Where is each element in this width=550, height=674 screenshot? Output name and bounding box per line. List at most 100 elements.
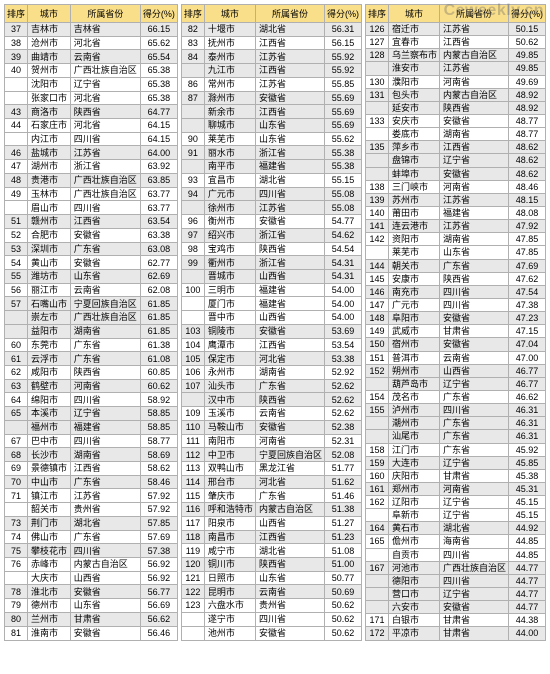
province-cell: 安徽省 (255, 215, 324, 229)
province-cell: 安徽省 (70, 626, 140, 640)
table-row: 87滁州市安徽省55.69 (181, 91, 361, 105)
rank-cell: 130 (365, 75, 388, 88)
rank-cell: 171 (365, 614, 388, 627)
city-cell: 三门峡市 (388, 180, 439, 193)
rank-cell: 96 (181, 215, 204, 229)
rank-cell (181, 64, 204, 78)
table-row: 潮州市广东省46.31 (365, 417, 545, 430)
rank-cell: 161 (365, 482, 388, 495)
province-cell: 辽宁省 (439, 509, 508, 522)
province-cell: 福建省 (439, 206, 508, 219)
province-cell: 安徽省 (70, 256, 140, 270)
table-row: 57石嘴山市宁夏回族自治区61.85 (5, 297, 178, 311)
score-cell: 57.92 (140, 489, 177, 503)
col-city: 城市 (388, 5, 439, 23)
rank-cell: 86 (181, 77, 204, 91)
rank-cell: 165 (365, 535, 388, 548)
score-cell: 44.85 (509, 548, 546, 561)
city-cell: 潍坊市 (28, 269, 71, 283)
rank-cell: 117 (181, 516, 204, 530)
province-cell: 浙江省 (255, 146, 324, 160)
province-cell: 宁夏回族自治区 (255, 448, 324, 462)
city-cell: 蚌埠市 (388, 167, 439, 180)
score-cell: 60.62 (140, 379, 177, 393)
rank-cell: 164 (365, 522, 388, 535)
city-cell: 咸宁市 (204, 544, 255, 558)
city-cell: 六盘水市 (204, 599, 255, 613)
city-cell: 攀枝花市 (28, 544, 71, 558)
score-cell: 47.15 (509, 325, 546, 338)
province-cell: 江西省 (255, 530, 324, 544)
province-cell: 广东省 (70, 242, 140, 256)
city-cell: 盘锦市 (388, 154, 439, 167)
city-cell: 聊城市 (204, 119, 255, 133)
score-cell: 58.77 (140, 434, 177, 448)
province-cell: 贵州省 (70, 503, 140, 517)
city-cell: 营口市 (388, 588, 439, 601)
score-cell: 48.77 (509, 128, 546, 141)
province-cell: 四川省 (439, 548, 508, 561)
score-cell: 58.62 (140, 462, 177, 476)
city-cell: 淮北市 (28, 585, 71, 599)
table-row: 100三明市福建省54.00 (181, 283, 361, 297)
score-cell: 53.38 (324, 352, 361, 366)
rank-cell: 61 (5, 352, 28, 366)
province-cell: 安徽省 (255, 420, 324, 434)
province-cell: 辽宁省 (439, 496, 508, 509)
province-cell: 甘肃省 (439, 325, 508, 338)
table-row: 144朝关市广东省47.69 (365, 259, 545, 272)
table-row: 福州市福建省58.85 (5, 420, 178, 434)
province-cell: 江苏省 (439, 193, 508, 206)
score-cell: 56.15 (324, 36, 361, 50)
rank-cell: 81 (5, 626, 28, 640)
city-cell: 宜春市 (388, 36, 439, 49)
province-cell: 河北省 (70, 119, 140, 133)
province-cell: 江西省 (255, 64, 324, 78)
province-cell: 河北省 (70, 91, 140, 105)
score-cell: 48.62 (509, 167, 546, 180)
table-row: 130濮阳市河南省49.69 (365, 75, 545, 88)
city-cell: 资阳市 (388, 233, 439, 246)
col-rank: 排序 (5, 5, 28, 23)
table-row: 莱芜市山东省47.85 (365, 246, 545, 259)
rank-cell (181, 201, 204, 215)
table-row: 86常州市江苏省55.85 (181, 77, 361, 91)
table-row: 165儋州市海南省44.85 (365, 535, 545, 548)
table-row: 沈阳市辽宁省65.38 (5, 77, 178, 91)
rank-cell: 94 (181, 187, 204, 201)
table-row: 延安市陕西省48.92 (365, 101, 545, 114)
score-cell: 58.85 (140, 407, 177, 421)
city-cell: 武威市 (388, 325, 439, 338)
rank-cell: 80 (5, 612, 28, 626)
table-row: 81淮南市安徽省56.46 (5, 626, 178, 640)
province-cell: 甘肃省 (70, 612, 140, 626)
table-row: 113双鸭山市黑龙江省51.77 (181, 462, 361, 476)
province-cell: 湖北省 (439, 522, 508, 535)
score-cell: 55.62 (324, 132, 361, 146)
score-cell: 48.08 (509, 206, 546, 219)
rank-cell: 167 (365, 561, 388, 574)
rank-cell: 51 (5, 215, 28, 229)
table-row: 151普洱市云南省47.00 (365, 351, 545, 364)
score-cell: 47.00 (509, 351, 546, 364)
score-cell: 55.69 (324, 91, 361, 105)
table-row: 葫芦岛市辽宁省46.77 (365, 377, 545, 390)
table-row: 148阜阳市安徽省47.23 (365, 312, 545, 325)
table-row: 43商洛市陕西省64.77 (5, 105, 178, 119)
score-cell: 58.92 (140, 393, 177, 407)
city-cell: 连云港市 (388, 220, 439, 233)
score-cell: 44.38 (509, 614, 546, 627)
score-cell: 54.00 (324, 283, 361, 297)
province-cell: 甘肃省 (439, 614, 508, 627)
rank-cell: 146 (365, 285, 388, 298)
score-cell: 45.38 (509, 469, 546, 482)
rank-cell: 91 (181, 146, 204, 160)
rank-cell: 93 (181, 173, 204, 187)
city-cell: 莆田市 (388, 206, 439, 219)
city-cell: 九江市 (204, 64, 255, 78)
table-row: 49玉林市广西壮族自治区63.77 (5, 187, 178, 201)
table-row: 67巴中市四川省58.77 (5, 434, 178, 448)
rank-cell: 112 (181, 448, 204, 462)
table-row: 68长沙市湖南省58.69 (5, 448, 178, 462)
table-row: 147广元市四川省47.38 (365, 298, 545, 311)
